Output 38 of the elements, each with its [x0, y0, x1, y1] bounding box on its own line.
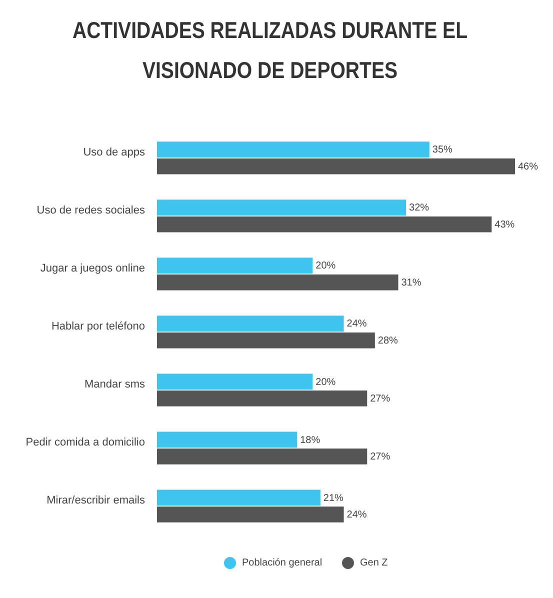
y-tick-label: Uso de redes sociales — [36, 204, 146, 216]
y-tick-label: Jugar a juegos online — [40, 262, 145, 274]
y-tick-label: Mirar/escribir emails — [46, 494, 146, 506]
data-label: 24% — [346, 318, 367, 330]
data-label: 20% — [316, 376, 336, 388]
data-label: 24% — [346, 510, 367, 521]
data-label: 31% — [401, 278, 422, 289]
bar — [157, 200, 406, 216]
bar — [157, 506, 344, 522]
legend-label: Gen Z — [360, 558, 388, 569]
y-tick-label: Mandar sms — [84, 378, 146, 390]
data-label: 46% — [518, 161, 538, 172]
bar — [157, 390, 368, 406]
legend-label: Población general — [242, 558, 322, 569]
bar — [157, 158, 515, 174]
bar — [157, 258, 313, 274]
bar — [157, 490, 320, 506]
data-label: 27% — [370, 394, 390, 405]
bar — [157, 374, 313, 390]
data-label: 27% — [370, 452, 390, 463]
data-label: 35% — [432, 144, 453, 156]
y-tick-label: Hablar por teléfono — [51, 320, 145, 332]
data-label: 18% — [300, 434, 320, 446]
bar — [157, 432, 298, 448]
data-label: 32% — [409, 202, 430, 214]
bar — [157, 448, 368, 464]
data-label: 21% — [323, 492, 344, 504]
bar — [157, 142, 430, 158]
bar — [157, 332, 375, 348]
data-label: 43% — [494, 220, 515, 231]
data-label: 28% — [378, 336, 398, 347]
bar — [157, 274, 398, 290]
bar — [157, 216, 492, 232]
bar — [157, 316, 344, 332]
data-label: 20% — [316, 260, 336, 272]
y-tick-label: Pedir comida a domicilio — [26, 436, 145, 448]
chart-title: ACTIVIDADES REALIZADAS DURANTE EL VISIONADO DE DEPORTES — [72, 18, 468, 84]
y-tick-label: Uso de apps — [83, 146, 146, 158]
